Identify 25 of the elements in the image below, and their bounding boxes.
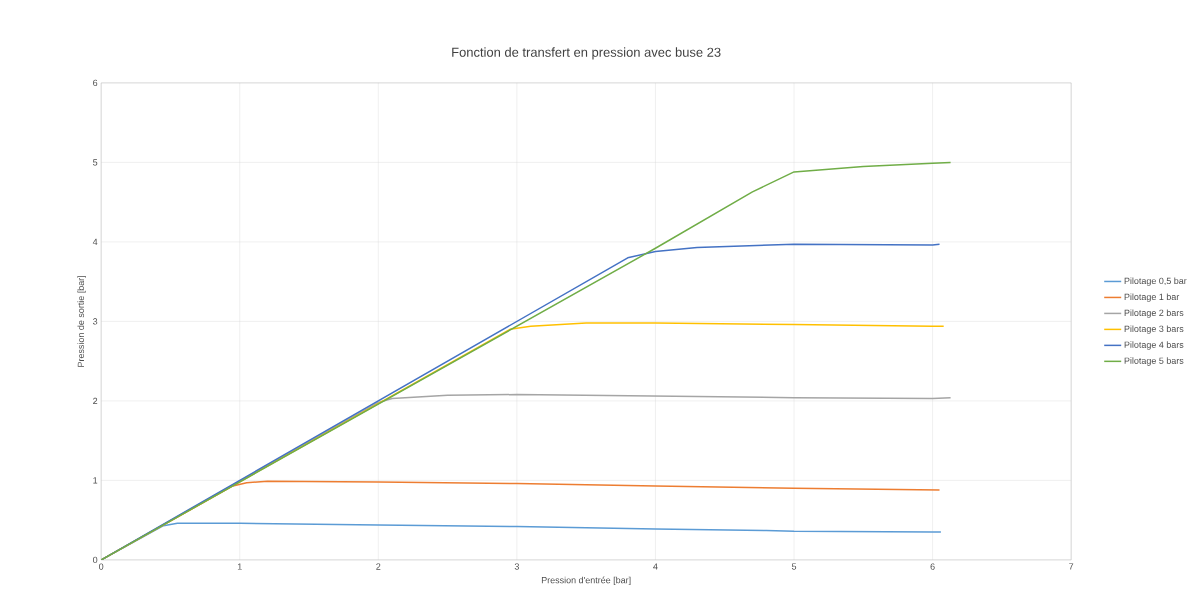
x-tick-label: 4	[653, 563, 658, 570]
legend-label: Pilotage 4 bars	[1124, 341, 1184, 350]
x-tick-label: 2	[376, 563, 381, 570]
legend-label: Pilotage 5 bars	[1124, 357, 1184, 366]
y-tick-label: 2	[93, 397, 98, 405]
y-tick-label: 0	[93, 556, 98, 564]
legend-label: Pilotage 1 bar	[1124, 293, 1180, 302]
y-tick-label: 5	[93, 159, 98, 166]
y-axis-title: Pression de sortie [bar]	[77, 275, 86, 367]
x-tick-label: 0	[99, 563, 104, 570]
x-axis-title: Pression d'entrée [bar]	[541, 576, 631, 586]
y-tick-label: 1	[93, 477, 98, 484]
x-tick-label: 1	[237, 563, 242, 570]
x-tick-label: 5	[791, 563, 797, 570]
chart-title: Fonction de transfert en pression avec buse 23	[452, 47, 721, 60]
y-tick-label: 3	[93, 318, 98, 325]
y-tick-label: 4	[92, 238, 98, 245]
legend-label: Pilotage 3 bars	[1124, 325, 1184, 334]
x-tick-label: 3	[514, 563, 519, 570]
y-tick-label: 6	[93, 79, 98, 87]
line-series	[101, 161, 952, 560]
x-tick-label: 7	[1069, 563, 1074, 570]
x-tick-label: 6	[930, 563, 935, 570]
legend-label: Pilotage 2 bars	[1124, 309, 1184, 318]
legend-label: Pilotage 0,5 bar	[1124, 277, 1187, 286]
